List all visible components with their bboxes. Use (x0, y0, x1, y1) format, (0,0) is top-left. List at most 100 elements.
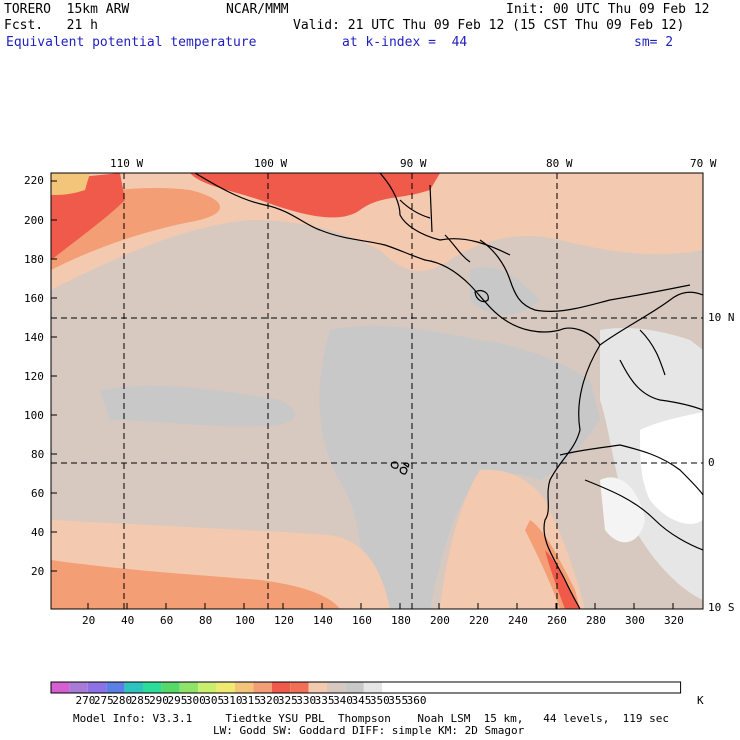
x-label: 100 (235, 614, 255, 627)
colorbar-label: 280 (112, 694, 133, 707)
x-label: 320 (664, 614, 684, 627)
coastlines (194, 173, 703, 609)
colorbar-label: 350 (369, 694, 390, 707)
y-label: 160 (24, 292, 44, 305)
map-frame (50, 172, 704, 610)
lon-label-100w: 100 W (254, 157, 288, 170)
border-brazil (619, 359, 703, 411)
galapagos-islands (390, 461, 410, 475)
colorbar-swatch (198, 682, 217, 693)
colorbar-swatch (253, 682, 272, 693)
model-info: Model Info: V3.3.1 Tiedtke YSU PBL Thomp… (73, 712, 670, 725)
y-label: 140 (24, 331, 44, 344)
colorbar-label: 315 (241, 694, 261, 707)
border-central-america (399, 184, 471, 263)
lon-label-90w: 90 W (400, 157, 427, 170)
colorbar-label: 275 (93, 694, 114, 707)
y-label: 100 (24, 409, 44, 422)
colorbar-swatch (290, 682, 309, 693)
border-venezuela (639, 329, 666, 376)
border-colombia-ecuador (559, 444, 703, 496)
colorbar-swatch (400, 682, 681, 693)
colorbar-swatch (216, 682, 235, 693)
colorbar-label: 295 (167, 694, 188, 707)
colorbar-label: 340 (333, 694, 353, 707)
y-label: 80 (31, 448, 45, 461)
colorbar-label: 310 (222, 694, 243, 707)
x-label: 40 (121, 614, 135, 627)
center-name: NCAR/MMM (226, 2, 289, 17)
colorbar-swatch (235, 682, 254, 693)
x-label: 240 (508, 614, 528, 627)
field-330k-region (545, 550, 580, 609)
coastline-caribbean (479, 239, 691, 312)
colorbar (50, 681, 682, 694)
coastline-south-america-north (599, 291, 703, 346)
field-325k-region (51, 173, 90, 195)
colorbar-swatch (179, 682, 199, 693)
y-label: 220 (24, 174, 44, 187)
border-peru (584, 479, 703, 551)
coastline-mexico (194, 173, 601, 346)
y-label: 20 (31, 565, 45, 578)
colorbar-swatch (87, 682, 107, 693)
lat-label-10s: 10 S (708, 601, 735, 614)
field-350k-region (319, 325, 600, 609)
x-label: 180 (391, 614, 411, 627)
x-label: 120 (274, 614, 294, 627)
colorbar-swatch (161, 682, 180, 693)
colorbar-label: 335 (314, 694, 335, 707)
axis-ticks (51, 180, 674, 609)
physics-info: LW: Godd SW: Goddard DIFF: simple KM: 2D… (213, 724, 525, 737)
lon-label-110w: 110 W (110, 157, 144, 170)
x-label: 280 (586, 614, 606, 627)
colorbar-label: 290 (149, 694, 169, 707)
colorbar-label: 270 (75, 694, 96, 707)
level-info: at k-index = 44 (342, 35, 468, 50)
colorbar-label: 325 (277, 694, 298, 707)
colorbar-label: 330 (296, 694, 317, 707)
field-360k-region (600, 477, 645, 543)
coastline-gulf (379, 173, 511, 256)
colorbar-label: 305 (204, 694, 225, 707)
init-time: Init: 00 UTC Thu 09 Feb 12 (506, 2, 710, 17)
x-label: 20 (82, 614, 96, 627)
model-title: TORERO 15km ARW (4, 2, 130, 17)
colorbar-unit: K (697, 694, 704, 707)
smoothing-info: sm= 2 (634, 35, 674, 50)
colorbar-swatch (363, 682, 383, 693)
colorbar-label: 355 (388, 694, 409, 707)
forecast-hour: Fcst. 21 h (4, 18, 98, 33)
colorbar-swatch (124, 682, 143, 693)
x-label: 60 (160, 614, 174, 627)
lat-label-10n: 10 N (708, 311, 735, 324)
graticule (51, 173, 703, 609)
colorbar-label: 285 (130, 694, 151, 707)
x-label: 200 (430, 614, 450, 627)
y-label: 200 (24, 214, 44, 227)
field-330k-region (190, 173, 440, 218)
y-label: 40 (31, 526, 45, 539)
colorbar-swatch (308, 682, 327, 693)
colorbar-label: 300 (185, 694, 206, 707)
x-label: 220 (469, 614, 489, 627)
y-label: 60 (31, 487, 45, 500)
colorbar-label: 360 (406, 694, 427, 707)
lat-label-0: 0 (708, 456, 715, 469)
x-label: 260 (547, 614, 567, 627)
colorbar-swatch (271, 682, 291, 693)
field-350k-region (100, 385, 295, 427)
colorbar-swatch (143, 682, 162, 693)
coastline-south-america-west (543, 344, 601, 609)
lon-label-70w: 70 W (690, 157, 717, 170)
theta-e-field (51, 173, 703, 609)
lon-label-80w: 80 W (546, 157, 573, 170)
colorbar-swatch (327, 682, 346, 693)
x-label: 80 (199, 614, 213, 627)
colorbar-swatch (345, 682, 364, 693)
colorbar-swatch (382, 682, 401, 693)
x-label: 160 (352, 614, 372, 627)
lake-nicaragua (474, 289, 489, 303)
colorbar-swatch (51, 682, 70, 693)
